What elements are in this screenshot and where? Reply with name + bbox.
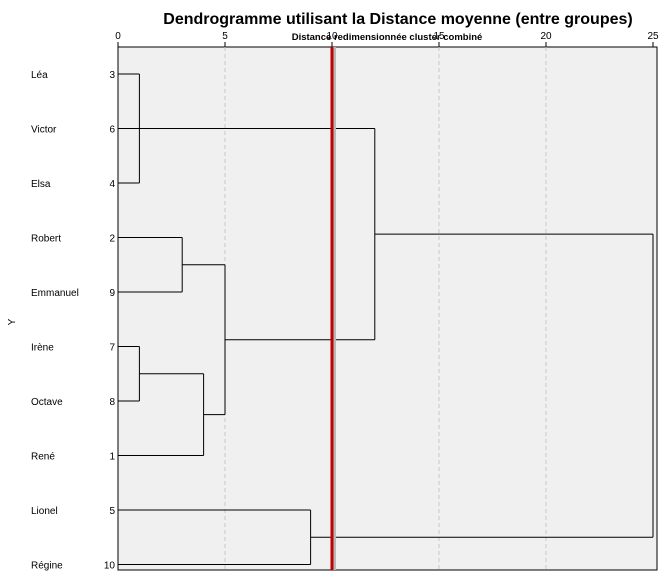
x-axis-title: Distance redimensionnée cluster combiné xyxy=(292,32,483,43)
leaf-name: Victor xyxy=(31,125,57,136)
leaf-id: 1 xyxy=(109,452,115,463)
leaf-name: Emmanuel xyxy=(31,288,79,299)
x-tick-label: 25 xyxy=(647,31,659,42)
leaf-id: 10 xyxy=(104,561,116,572)
plot-area xyxy=(117,46,658,571)
leaf-id: 9 xyxy=(109,288,115,299)
x-tick-label: 5 xyxy=(222,31,228,42)
x-axis-ticks: 0 5 10 15 20 25 xyxy=(115,31,659,47)
leaf-id: 8 xyxy=(109,397,115,408)
x-tick-label: 15 xyxy=(433,31,445,42)
chart-title: Dendrogramme utilisant la Distance moyen… xyxy=(163,11,632,28)
cut-line-group xyxy=(330,47,336,570)
leaf-id: 2 xyxy=(109,234,115,245)
x-tick-label: 20 xyxy=(540,31,552,42)
leaf-name: Léa xyxy=(31,70,48,81)
y-axis-title: Y xyxy=(7,318,18,325)
leaf-name: Octave xyxy=(31,397,63,408)
leaf-id: 7 xyxy=(109,343,115,354)
leaf-name: Régine xyxy=(31,561,63,572)
leaf-id: 6 xyxy=(109,125,115,136)
x-tick-label: 10 xyxy=(326,31,338,42)
leaf-id: 5 xyxy=(109,506,115,517)
leaf-name: Elsa xyxy=(31,179,51,190)
x-tick-label: 0 xyxy=(115,31,121,42)
leaf-name: Lionel xyxy=(31,506,58,517)
leaf-id: 3 xyxy=(109,70,115,81)
leaf-labels: Léa 3 Victor 6 Elsa 4 Robert 2 Emmanuel 9 Irène 7 Oc… xyxy=(31,70,115,572)
leaf-name: Robert xyxy=(31,234,61,245)
leaf-id: 4 xyxy=(109,179,115,190)
leaf-name: Irène xyxy=(31,343,54,354)
leaf-name: René xyxy=(31,452,55,463)
dendrogram-tree xyxy=(118,73,654,565)
